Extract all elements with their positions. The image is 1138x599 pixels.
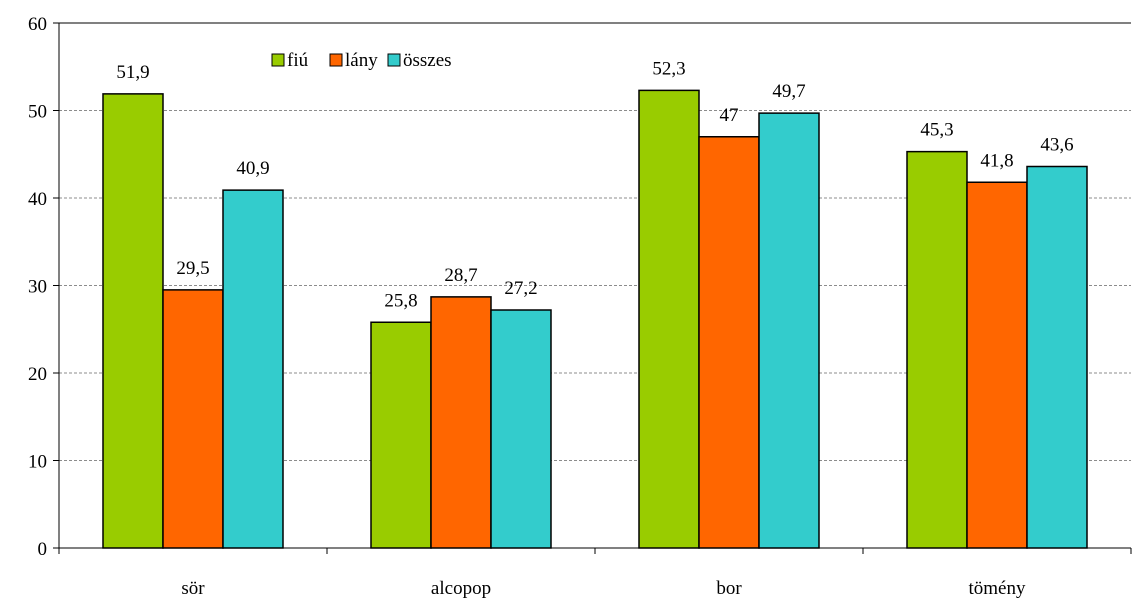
bars-layer [102,89,1088,549]
bar-3-1 [222,189,284,549]
bar-3-4 [1026,165,1088,549]
data-label: 27,2 [504,278,537,299]
labels-layer: 0 10 20 30 40 50 60 51,9 29,5 40,9 sör 25,8 28,7 27,2… [28,14,1074,599]
data-label: 49,7 [772,81,805,102]
y-tick-label: 0 [38,539,48,560]
y-tick-label: 50 [28,102,47,123]
bar-2-4 [966,181,1028,549]
y-tick-label: 10 [28,452,47,473]
legend-swatch [387,53,401,67]
legend-label: összes [403,50,452,71]
bar-1-4 [906,150,968,549]
data-label: 40,9 [236,158,269,179]
data-label: 47 [720,105,739,126]
x-category-label: bor [716,578,742,599]
data-label: 52,3 [652,58,685,79]
legend: fiú lány összes [271,50,452,71]
legend-swatch [329,53,343,67]
x-category-label: alcopop [431,578,491,599]
bar-2-1 [162,289,224,549]
y-tick-label: 40 [28,189,47,210]
axis-layer [53,22,1132,554]
y-tick-label: 20 [28,364,47,385]
y-tick-label: 60 [28,14,47,35]
data-label: 45,3 [920,120,953,141]
x-category-label: sör [181,578,205,599]
legend-label: fiú [287,50,309,71]
data-label: 51,9 [116,62,149,83]
bar-3-3 [758,112,820,549]
bar-1-2 [370,321,432,549]
data-label: 29,5 [176,258,209,279]
bar-2-2 [430,296,492,549]
legend-label: lány [345,50,378,71]
bar-2-3 [698,136,760,549]
data-label: 41,8 [980,150,1013,171]
bar-1-1 [102,93,164,549]
bar-3-2 [490,309,552,549]
data-label: 28,7 [444,265,477,286]
legend-swatch [271,53,285,67]
data-label: 43,6 [1040,135,1073,156]
y-tick-label: 30 [28,277,47,298]
data-label: 25,8 [384,290,417,311]
x-category-label: tömény [969,578,1026,599]
bar-1-3 [638,89,700,549]
